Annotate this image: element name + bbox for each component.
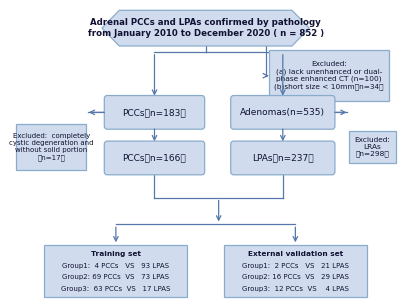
Text: Adrenal PCCs and LPAs confirmed by pathology
from January 2010 to December 2020 : Adrenal PCCs and LPAs confirmed by patho… [88,18,324,38]
Text: PCCs（n=166）: PCCs（n=166） [123,153,186,163]
FancyBboxPatch shape [269,50,390,102]
Text: PCCs（n=183）: PCCs（n=183） [123,108,186,117]
FancyBboxPatch shape [349,131,396,163]
Text: Group2: 16 PCCs  VS   29 LPAS: Group2: 16 PCCs VS 29 LPAS [242,274,349,280]
FancyBboxPatch shape [16,124,86,170]
FancyBboxPatch shape [231,141,335,175]
Text: Training set: Training set [91,251,141,257]
Text: LPAs（n=237）: LPAs（n=237） [252,153,314,163]
Text: Group1:  4 PCCs   VS   93 LPAS: Group1: 4 PCCs VS 93 LPAS [62,263,169,269]
Polygon shape [102,10,309,46]
Text: External validation set: External validation set [248,251,343,257]
FancyBboxPatch shape [104,95,205,129]
FancyBboxPatch shape [104,141,205,175]
Text: Group2: 69 PCCs  VS   73 LPAS: Group2: 69 PCCs VS 73 LPAS [62,274,169,280]
Text: Group1:  2 PCCs   VS   21 LPAS: Group1: 2 PCCs VS 21 LPAS [242,263,349,269]
FancyBboxPatch shape [44,245,187,297]
Text: Group3:  12 PCCs  VS    4 LPAS: Group3: 12 PCCs VS 4 LPAS [242,286,349,292]
Text: Adenomas(n=535): Adenomas(n=535) [240,108,325,117]
Text: Excluded:
(a) lack unenhanced or dual-
phase enhanced CT (n=100)
(b)short size <: Excluded: (a) lack unenhanced or dual- p… [274,61,384,90]
Text: Group3:  63 PCCs  VS   17 LPAS: Group3: 63 PCCs VS 17 LPAS [61,286,170,292]
FancyBboxPatch shape [224,245,367,297]
FancyBboxPatch shape [231,95,335,129]
Text: Excluded:
LRAs
（n=298）: Excluded: LRAs （n=298） [355,137,390,157]
Text: Excluded:  completely
cystic degeneration and
without solid portion
（n=17）: Excluded: completely cystic degeneration… [9,133,94,161]
